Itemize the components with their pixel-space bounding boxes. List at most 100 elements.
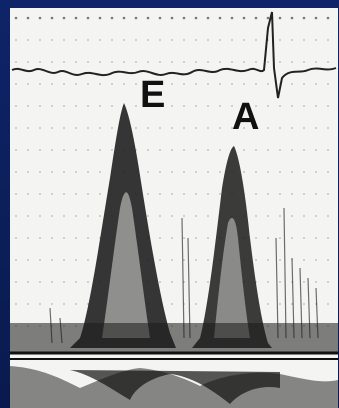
grid-dot [15,171,17,173]
grid-dot [243,171,245,173]
grid-dot [183,215,185,217]
grid-dot [279,237,281,239]
grid-dot [87,215,89,217]
grid-dot [15,127,17,129]
grid-dot [231,61,233,63]
grid-dot [206,16,210,20]
grid-dot [231,105,233,107]
grid-dot [99,149,101,151]
grid-dot [243,149,245,151]
grid-dot [218,16,222,20]
grid-dot [159,61,161,63]
grid-dot [171,149,173,151]
grid-dot [27,149,29,151]
grid-dot [279,149,281,151]
grid-dot [159,83,161,85]
grid-dot [75,61,77,63]
grid-dot [75,127,77,129]
grid-dot [219,83,221,85]
grid-dot [291,127,293,129]
grid-dot [291,237,293,239]
e-wave-label: E [140,74,166,116]
grid-dot [219,171,221,173]
grid-dot [75,237,77,239]
grid-dot [183,127,185,129]
grid-dot [303,259,305,261]
grid-dot [147,215,149,217]
grid-dot [15,149,17,151]
ecg-trace [11,11,337,99]
grid-dot [158,16,162,20]
grid-dot [195,149,197,151]
grid-dot [171,303,173,305]
grid-dot [146,16,150,20]
grid-dot [87,259,89,261]
grid-dot [327,303,329,305]
grid-dot [147,193,149,195]
grid-dot [87,149,89,151]
grid-dot [135,83,137,85]
grid-dot [219,127,221,129]
grid-dot [303,215,305,217]
grid-dot [315,127,317,129]
grid-dot [171,39,173,41]
grid-dot [267,83,269,85]
grid-dot [39,83,41,85]
reverse-flow-core [70,370,280,404]
grid-dot [183,281,185,283]
grid-dot [15,237,17,239]
grid-dot [327,127,329,129]
grid-dot [147,171,149,173]
grid-dot [111,61,113,63]
grid-dot [63,237,65,239]
grid-dot [243,105,245,107]
grid-dot [159,105,161,107]
grid-dot [111,39,113,41]
grid-dot [51,303,53,305]
grid-dot [327,193,329,195]
grid-dot [75,215,77,217]
grid-dot [303,61,305,63]
grid-dot [134,16,138,20]
grid-dot [183,237,185,239]
grid-dot [63,149,65,151]
grid-dot [159,237,161,239]
grid-dot [194,16,198,20]
grid-dot [39,193,41,195]
grid-dot [195,237,197,239]
grid-dot [98,16,102,20]
grid-dot [242,16,246,20]
grid-dot [111,149,113,151]
grid-dot [195,259,197,261]
grid-dot [303,39,305,41]
grid-dot [147,127,149,129]
grid-dot [291,105,293,107]
grid-dot [267,259,269,261]
grid-dot [27,259,29,261]
grid-dot [147,61,149,63]
grid-dot [99,193,101,195]
grid-dot [135,61,137,63]
grid-dot [27,83,29,85]
grid-dot [255,149,257,151]
grid-dot [171,171,173,173]
grid-dot [255,39,257,41]
grid-dot [255,127,257,129]
grid-dot [111,127,113,129]
grid-dot [255,83,257,85]
grid-dot [207,237,209,239]
grid-dot [39,105,41,107]
grid-dot [111,83,113,85]
grid-dot [230,16,234,20]
grid-dot [231,83,233,85]
grid-dot [327,237,329,239]
grid-dot [267,127,269,129]
grid-dot [243,83,245,85]
grid-dot [279,105,281,107]
grid-dot [255,237,257,239]
grid-dot [207,171,209,173]
grid-dot [39,237,41,239]
grid-dot [182,16,186,20]
grid-dot [183,83,185,85]
